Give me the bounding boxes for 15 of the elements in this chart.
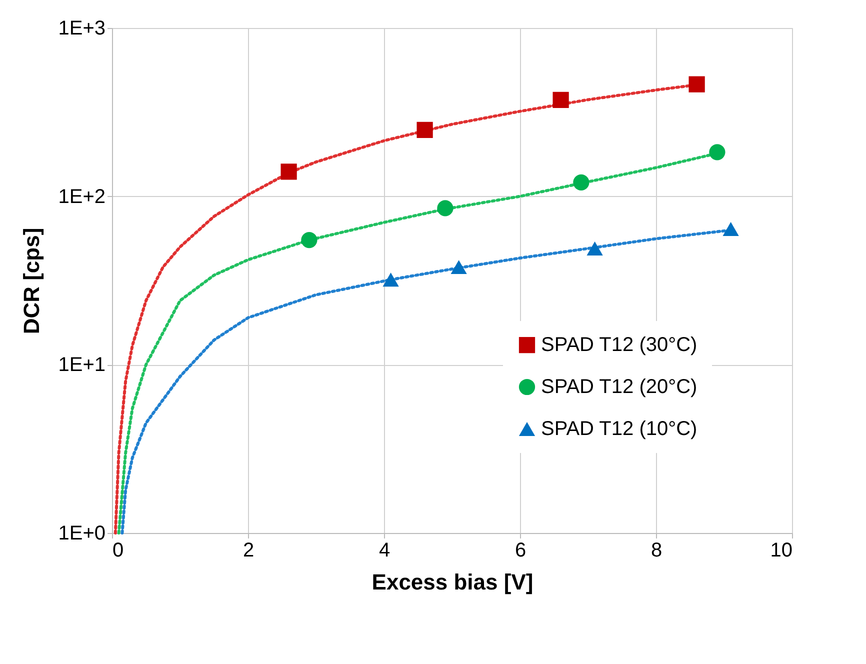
legend-label: SPAD T12 (20°C) xyxy=(541,376,698,398)
x-tick-label: 8 xyxy=(650,540,662,562)
legend-label: SPAD T12 (30°C) xyxy=(541,334,698,356)
y-axis-title: DCR [cps] xyxy=(19,228,44,334)
y-tick-label: 1E+1 xyxy=(58,354,106,376)
x-tick-label: 2 xyxy=(242,540,254,562)
y-tick-label: 1E+3 xyxy=(58,18,106,40)
x-tick-label: 10 xyxy=(770,540,792,562)
y-tick-label: 1E+0 xyxy=(58,522,106,544)
y-tick-label: 1E+2 xyxy=(58,186,106,208)
legend-label: SPAD T12 (10°C) xyxy=(541,418,698,440)
x-tick-label: 0 xyxy=(112,540,124,562)
x-tick-label: 6 xyxy=(514,540,526,562)
x-axis-title: Excess bias [V] xyxy=(372,570,534,594)
x-tick-label: 4 xyxy=(378,540,390,562)
